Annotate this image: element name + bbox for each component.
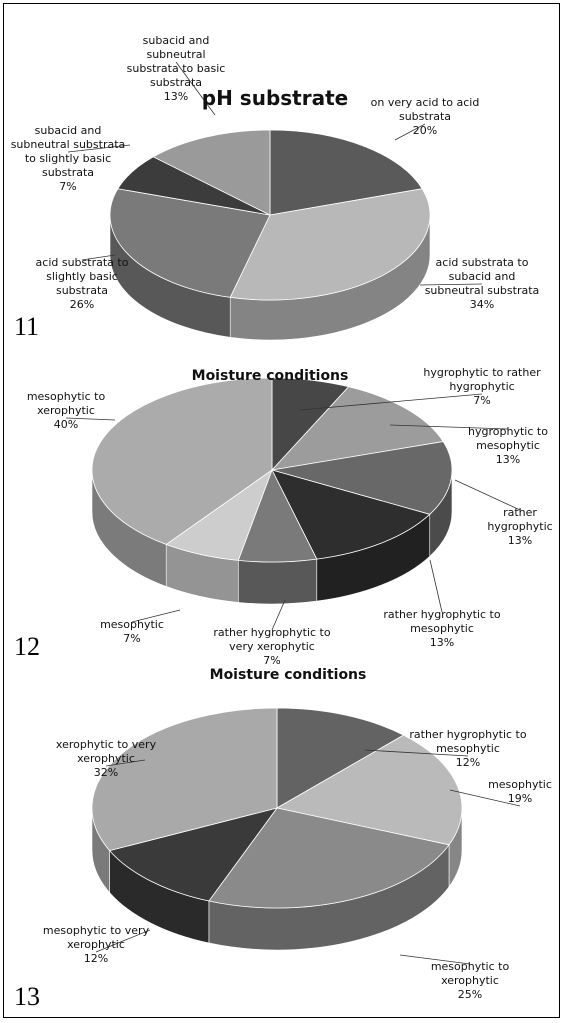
- leader-line: [364, 749, 469, 757]
- category-label: hygrophytic to mesophytic: [468, 425, 548, 452]
- slice-label: hygrophytic to mesophytic 13%: [443, 425, 569, 467]
- value-label: 7%: [59, 180, 77, 193]
- slice: [271, 469, 431, 560]
- value-label: 40%: [53, 418, 79, 431]
- value-label: 34%: [469, 298, 495, 311]
- slice-label: acid substrata to subacid and subneutral…: [422, 256, 542, 312]
- category-label: rather hygrophytic: [487, 506, 553, 533]
- slice: [108, 807, 278, 902]
- leader-line: [105, 759, 146, 767]
- value-label: 7%: [263, 654, 281, 667]
- slice-label: mesophytic 19%: [470, 778, 569, 806]
- slice-label: subacid and subneutral substrata to basi…: [121, 34, 231, 104]
- leader-line: [175, 61, 216, 116]
- category-label: subacid and subneutral substrata to slig…: [10, 124, 126, 179]
- value-label: 13%: [507, 534, 533, 547]
- leader-line: [81, 254, 116, 261]
- slice: [270, 386, 444, 471]
- slice-label: subacid and subneutral substrata to slig…: [8, 124, 128, 194]
- value-label: 13%: [163, 90, 189, 103]
- slice-side: [237, 558, 318, 605]
- slice: [271, 441, 453, 515]
- value-label: 12%: [83, 952, 109, 965]
- leader-line: [394, 123, 426, 141]
- value-label: 32%: [93, 766, 119, 779]
- category-label: rather hygrophytic to mesophytic: [409, 728, 527, 755]
- category-label: xerophytic to very xerophytic: [55, 738, 157, 765]
- panel-label: 12: [14, 632, 40, 661]
- category-label: acid substrata to subacid and subneutral…: [424, 256, 540, 297]
- leader-line: [389, 424, 509, 430]
- panel-label: 13: [14, 982, 40, 1011]
- value-label: 7%: [473, 394, 491, 407]
- value-label: 20%: [412, 124, 438, 137]
- slice: [269, 129, 423, 216]
- category-label: subacid and subneutral substrata to basi…: [126, 34, 226, 89]
- value-label: 13%: [429, 636, 455, 649]
- slice: [229, 188, 431, 301]
- value-label: 19%: [507, 792, 533, 805]
- slice-label: rather hygrophytic to very xerophytic 7%: [202, 626, 342, 668]
- value-label: 26%: [69, 298, 95, 311]
- slice: [276, 707, 405, 809]
- slice-label: xerophytic to very xerophytic 32%: [41, 738, 171, 780]
- leader-line: [429, 559, 443, 613]
- leader-line: [399, 954, 471, 965]
- category-label: mesophytic: [100, 618, 164, 631]
- category-label: mesophytic to xerophytic: [430, 960, 510, 987]
- category-label: mesophytic to xerophytic: [26, 390, 106, 417]
- slice-label: rather hygrophytic 13%: [470, 506, 569, 548]
- slice: [91, 377, 273, 545]
- panel-label: 11: [14, 312, 40, 341]
- category-label: rather hygrophytic to mesophytic: [383, 608, 501, 635]
- chart-title: Moisture conditions: [191, 368, 349, 384]
- leader-line: [449, 789, 521, 807]
- category-label: rather hygrophytic to very xerophytic: [213, 626, 331, 653]
- slice-label: mesophytic to very xerophytic 12%: [21, 924, 171, 966]
- slice-label: rather hygrophytic to mesophytic 13%: [362, 608, 522, 650]
- slice: [208, 807, 450, 909]
- value-label: 13%: [495, 453, 521, 466]
- category-label: hygrophytic to rather hygrophytic: [423, 366, 541, 393]
- category-label: acid substrata to slightly basic substra…: [35, 256, 129, 297]
- slice-label: mesophytic to xerophytic 25%: [415, 960, 525, 1002]
- leader-line: [67, 144, 131, 153]
- category-label: mesophytic: [488, 778, 552, 791]
- category-label: mesophytic to very xerophytic: [42, 924, 150, 951]
- chart-title: Moisture conditions: [209, 667, 367, 683]
- value-label: 7%: [123, 632, 141, 645]
- slice-label: acid substrata to slightly basic substra…: [22, 256, 142, 312]
- slice-label: rather hygrophytic to mesophytic 12%: [398, 728, 538, 770]
- slice-label: mesophytic to xerophytic 40%: [11, 390, 121, 432]
- leader-line: [271, 599, 286, 631]
- slice: [109, 188, 271, 298]
- leader-line: [419, 283, 483, 286]
- slice: [91, 707, 278, 852]
- chart-title: pH substrate: [201, 86, 349, 110]
- leader-line: [65, 417, 116, 421]
- slice-label: mesophytic 7%: [77, 618, 187, 646]
- slice-label: hygrophytic to rather hygrophytic 7%: [397, 366, 567, 408]
- leader-line: [454, 479, 521, 511]
- value-label: 12%: [455, 756, 481, 769]
- slice: [275, 734, 463, 846]
- leader-line: [131, 609, 181, 623]
- frame: [3, 3, 560, 1018]
- slice-label: on very acid to acid substrata 20%: [365, 96, 485, 138]
- category-label: on very acid to acid substrata: [370, 96, 480, 123]
- slice: [152, 129, 271, 216]
- value-label: 25%: [457, 988, 483, 1001]
- leader-line: [95, 929, 151, 953]
- leader-line: [299, 393, 483, 411]
